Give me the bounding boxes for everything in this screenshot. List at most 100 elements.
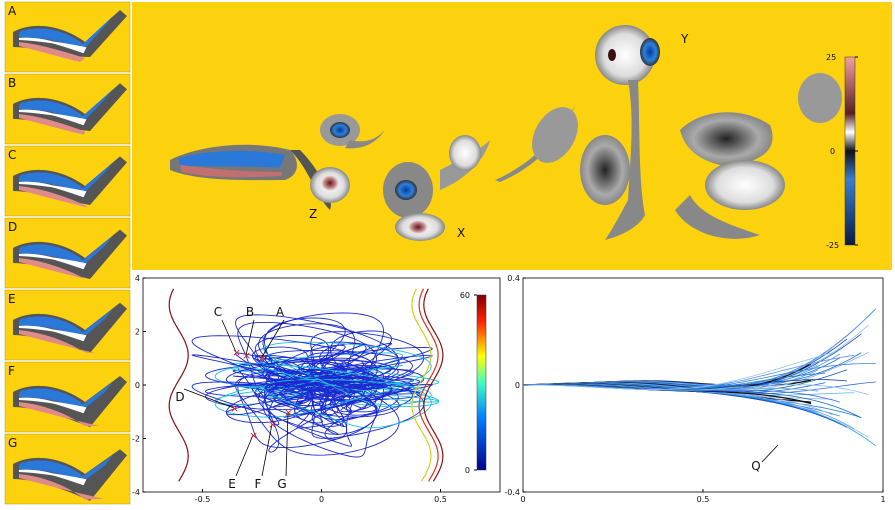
body-shapes	[522, 308, 877, 447]
colorbar	[476, 294, 487, 471]
swimmer-panel: D	[4, 217, 131, 289]
side-panels: A B C D E F G	[4, 1, 131, 505]
x-tick-label: 1	[880, 495, 885, 504]
cross-marker: ×	[242, 349, 251, 362]
y-tick-label: 0	[515, 381, 520, 390]
colorbar-ticks: 25 0 -25	[826, 53, 858, 250]
cross-marker: ×	[284, 406, 293, 419]
swimmer-panel: E	[4, 289, 131, 361]
vortex-label: Z	[309, 207, 317, 221]
y-tick-label: -4	[132, 488, 140, 497]
annotation-arrow	[761, 444, 779, 463]
trajectory	[324, 330, 393, 440]
vortex-label: Y	[680, 32, 689, 46]
swimmer-blue	[19, 162, 113, 192]
trajectory	[168, 288, 189, 482]
annotation-label: A	[276, 305, 285, 319]
swimmer-pink	[19, 402, 100, 426]
trajectory	[232, 369, 421, 401]
trajectories	[168, 288, 444, 482]
vortex-label: X	[457, 226, 465, 240]
trajectory	[230, 362, 440, 408]
x-tick-label: 0.5	[697, 495, 710, 504]
swimmer-panel: B	[4, 73, 131, 145]
y-tick-label: 2	[135, 328, 140, 337]
annotation-arrow	[261, 423, 273, 477]
swimmer-blue	[19, 89, 113, 120]
annotation-label: G	[277, 477, 286, 491]
swimmer-white	[18, 469, 87, 486]
body-shape	[523, 352, 833, 390]
swimmer-pink	[19, 330, 96, 354]
swimmer-panel: A	[4, 1, 131, 73]
phase-plot: -0.5 0 0.5 -4 -2 0 2 4 0 60 × C × B × A × D × E × F × G	[132, 274, 477, 504]
panel-label: B	[8, 76, 16, 90]
swimmer-pink	[19, 114, 85, 135]
cross-marker: ×	[268, 418, 277, 431]
colorbar-tick-label: 25	[826, 53, 836, 62]
panel-label: D	[8, 220, 17, 234]
cross-marker: ×	[232, 346, 241, 359]
panel-label: G	[8, 436, 17, 450]
x-tick-label: 0	[520, 495, 525, 504]
swimmer-blue	[19, 308, 113, 336]
panel-label: E	[8, 292, 16, 306]
trajectory	[214, 352, 404, 418]
annotation-label: Q	[751, 459, 760, 473]
swimmer-panel: C	[4, 145, 131, 217]
swimmer-blue	[19, 16, 113, 48]
swimmer-white	[18, 325, 87, 342]
trajectory	[262, 312, 385, 458]
swimmer-white	[18, 253, 87, 270]
trajectory	[265, 368, 370, 402]
y-tick-label: 0	[135, 381, 140, 390]
annotation-arrow	[183, 388, 235, 409]
y-tick-label: -0.4	[504, 488, 520, 497]
swimmer-white	[18, 37, 87, 54]
panel-label: C	[8, 148, 16, 162]
colorbar	[844, 56, 856, 246]
annotation-label: F	[255, 477, 262, 491]
swimmer-white	[18, 397, 87, 414]
y-tick-label: 4	[135, 274, 140, 283]
swimmer-pink	[19, 186, 88, 208]
swimmer-blue	[19, 235, 113, 264]
panel-label: F	[8, 364, 15, 378]
swimmer-white	[18, 109, 87, 126]
trajectory	[264, 349, 413, 421]
annotation-label: E	[228, 477, 236, 491]
annotation-arrow	[285, 411, 289, 477]
cross-marker: ×	[249, 429, 258, 442]
swimmer-pink	[19, 474, 104, 500]
cross-marker: ×	[258, 351, 267, 364]
colorbar-tick-label: -25	[826, 241, 839, 250]
swimmer-pink	[19, 258, 92, 281]
annotation-arrow	[221, 319, 237, 353]
trajectory	[263, 341, 432, 429]
annotation-label: B	[246, 305, 254, 319]
panel-label: A	[8, 4, 17, 18]
annotation-arrow	[235, 434, 254, 477]
trajectory	[254, 334, 339, 436]
swimmer-blue	[19, 382, 113, 408]
swimmer-panel: G	[4, 433, 131, 505]
swimmer-pink	[19, 42, 85, 62]
cross-marker: ×	[230, 402, 239, 415]
swimmer-body	[13, 10, 127, 57]
vortex-field	[170, 25, 842, 241]
x-tick-label: 0	[319, 495, 324, 504]
swimmer-panel: F	[4, 361, 131, 433]
swimmer-white	[18, 181, 87, 198]
annotation-arrow	[261, 319, 285, 358]
trajectory	[411, 288, 432, 482]
vorticity-panel	[132, 2, 892, 270]
colorbar-tick-label: 0	[830, 147, 835, 156]
annotation-arrow	[245, 319, 255, 356]
trajectory	[191, 335, 378, 435]
annotation-label: D	[175, 390, 184, 404]
x-tick-label: -0.5	[195, 495, 211, 504]
colorbar-tick-label: 0	[465, 466, 470, 475]
trajectory	[423, 288, 444, 482]
y-tick-label: 0.4	[507, 274, 520, 283]
